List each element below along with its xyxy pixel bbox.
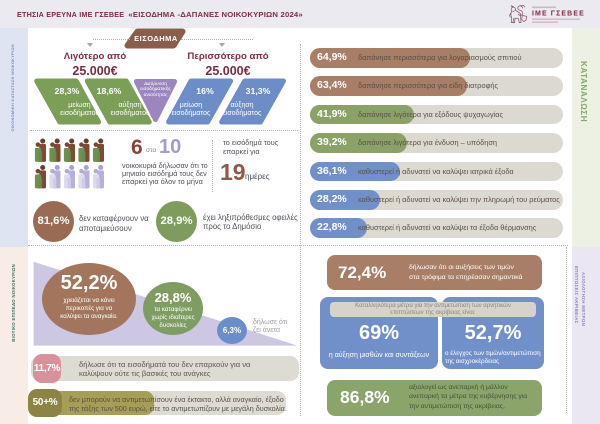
- svg-text:ΙΜΕ ΓΣΕΒΕΕ: ΙΜΕ ΓΣΕΒΕΕ: [532, 11, 585, 18]
